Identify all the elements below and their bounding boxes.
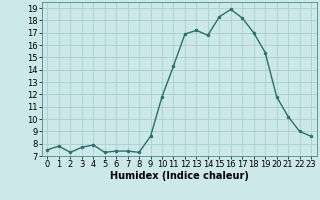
X-axis label: Humidex (Indice chaleur): Humidex (Indice chaleur): [110, 171, 249, 181]
